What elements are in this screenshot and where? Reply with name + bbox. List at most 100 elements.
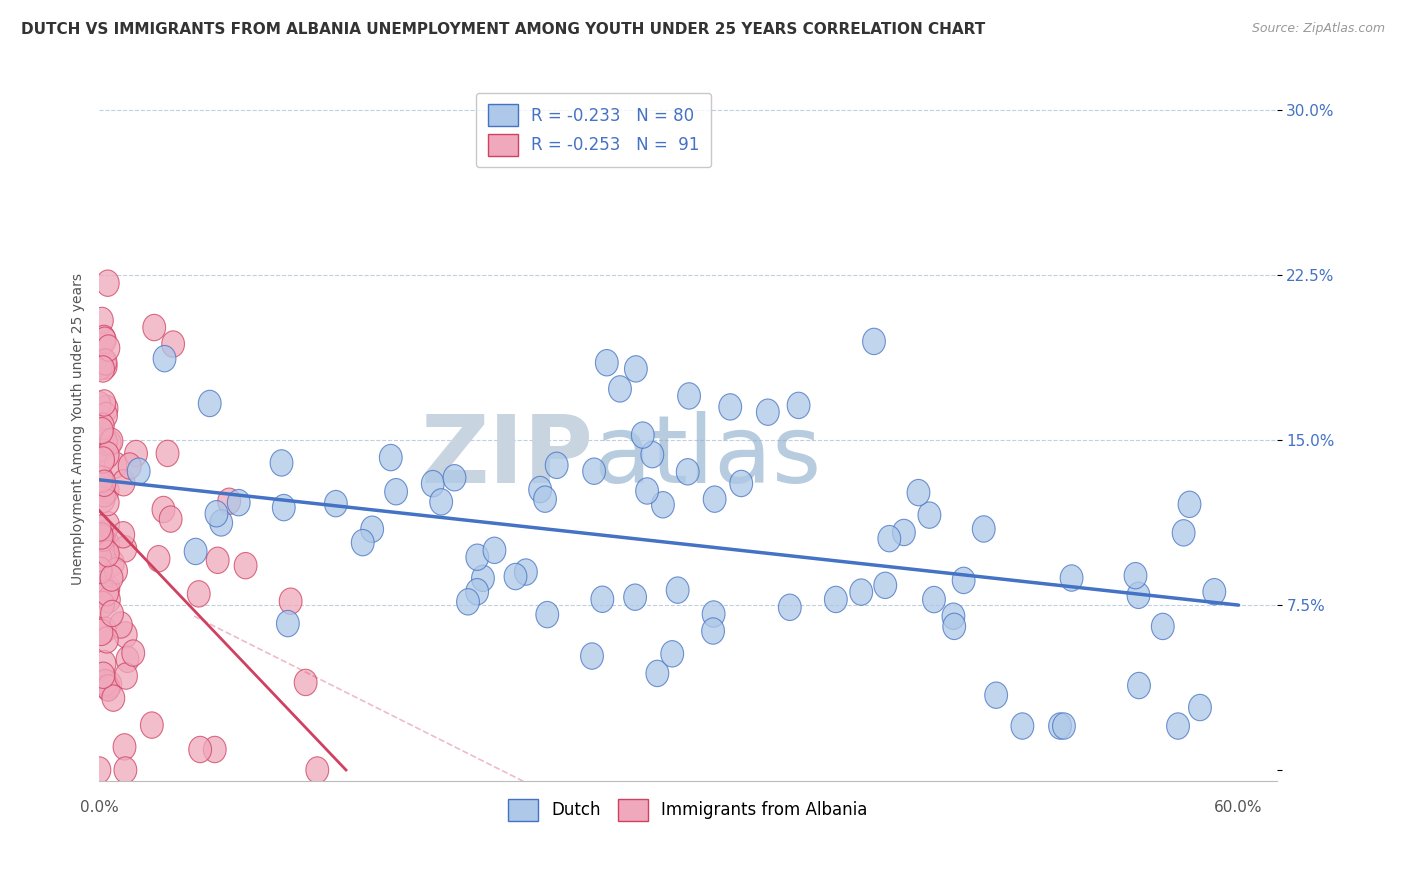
Ellipse shape [98, 430, 121, 456]
Ellipse shape [624, 356, 647, 382]
Ellipse shape [207, 547, 229, 574]
Ellipse shape [96, 627, 118, 653]
Legend: R = -0.233   N = 80, R = -0.253   N =  91: R = -0.233 N = 80, R = -0.253 N = 91 [477, 93, 711, 168]
Ellipse shape [97, 270, 120, 296]
Ellipse shape [893, 519, 915, 546]
Ellipse shape [529, 476, 551, 503]
Ellipse shape [96, 580, 118, 606]
Ellipse shape [114, 622, 138, 648]
Ellipse shape [1188, 694, 1212, 721]
Ellipse shape [91, 591, 114, 617]
Ellipse shape [641, 442, 664, 467]
Text: DUTCH VS IMMIGRANTS FROM ALBANIA UNEMPLOYMENT AMONG YOUTH UNDER 25 YEARS CORRELA: DUTCH VS IMMIGRANTS FROM ALBANIA UNEMPLO… [21, 22, 986, 37]
Ellipse shape [651, 491, 675, 518]
Ellipse shape [112, 734, 136, 760]
Ellipse shape [198, 391, 221, 417]
Ellipse shape [307, 756, 329, 783]
Ellipse shape [141, 712, 163, 739]
Ellipse shape [93, 520, 115, 547]
Ellipse shape [443, 465, 465, 491]
Ellipse shape [595, 350, 619, 376]
Text: 60.0%: 60.0% [1215, 799, 1263, 814]
Ellipse shape [645, 660, 669, 687]
Ellipse shape [582, 458, 606, 484]
Ellipse shape [91, 472, 115, 499]
Text: atlas: atlas [593, 411, 823, 503]
Ellipse shape [505, 564, 527, 590]
Ellipse shape [824, 586, 848, 613]
Ellipse shape [97, 674, 120, 701]
Ellipse shape [128, 458, 150, 484]
Ellipse shape [952, 567, 974, 593]
Ellipse shape [184, 538, 207, 565]
Ellipse shape [457, 589, 479, 615]
Ellipse shape [101, 550, 124, 576]
Ellipse shape [779, 594, 801, 621]
Ellipse shape [98, 671, 122, 698]
Ellipse shape [97, 575, 120, 601]
Ellipse shape [91, 424, 114, 450]
Y-axis label: Unemployment Among Youth under 25 years: Unemployment Among Youth under 25 years [72, 273, 86, 585]
Ellipse shape [93, 349, 115, 376]
Ellipse shape [1204, 579, 1226, 605]
Ellipse shape [93, 470, 115, 497]
Ellipse shape [97, 334, 120, 361]
Ellipse shape [94, 349, 117, 376]
Ellipse shape [143, 314, 166, 341]
Ellipse shape [676, 458, 699, 485]
Ellipse shape [93, 327, 117, 353]
Ellipse shape [380, 444, 402, 471]
Ellipse shape [115, 663, 138, 690]
Ellipse shape [703, 486, 725, 512]
Ellipse shape [187, 581, 209, 607]
Ellipse shape [280, 588, 302, 615]
Ellipse shape [112, 522, 135, 548]
Ellipse shape [631, 422, 654, 449]
Ellipse shape [91, 486, 115, 513]
Ellipse shape [96, 477, 120, 504]
Ellipse shape [96, 490, 120, 516]
Ellipse shape [218, 488, 240, 515]
Ellipse shape [104, 452, 127, 478]
Ellipse shape [91, 525, 115, 551]
Ellipse shape [942, 603, 965, 630]
Ellipse shape [235, 552, 257, 579]
Ellipse shape [156, 441, 179, 467]
Ellipse shape [1060, 565, 1083, 591]
Ellipse shape [90, 619, 112, 646]
Ellipse shape [849, 579, 873, 606]
Ellipse shape [125, 441, 148, 467]
Ellipse shape [922, 586, 945, 613]
Ellipse shape [1178, 491, 1201, 517]
Ellipse shape [661, 640, 683, 667]
Ellipse shape [228, 490, 250, 516]
Ellipse shape [1011, 713, 1033, 739]
Ellipse shape [90, 570, 112, 597]
Ellipse shape [352, 530, 374, 556]
Ellipse shape [100, 565, 122, 591]
Ellipse shape [1173, 520, 1195, 546]
Ellipse shape [93, 616, 117, 643]
Ellipse shape [89, 756, 111, 783]
Ellipse shape [97, 531, 120, 557]
Ellipse shape [581, 643, 603, 669]
Ellipse shape [90, 531, 112, 558]
Ellipse shape [96, 442, 120, 468]
Ellipse shape [534, 486, 557, 512]
Ellipse shape [90, 417, 114, 444]
Ellipse shape [973, 516, 995, 542]
Ellipse shape [91, 447, 114, 473]
Ellipse shape [591, 586, 614, 613]
Ellipse shape [787, 392, 810, 418]
Ellipse shape [91, 662, 115, 689]
Ellipse shape [636, 478, 658, 504]
Ellipse shape [94, 670, 117, 696]
Ellipse shape [877, 525, 901, 552]
Ellipse shape [93, 390, 115, 417]
Ellipse shape [907, 479, 929, 506]
Ellipse shape [863, 328, 886, 355]
Text: ZIP: ZIP [420, 411, 593, 503]
Ellipse shape [702, 601, 725, 627]
Ellipse shape [294, 669, 316, 696]
Text: Source: ZipAtlas.com: Source: ZipAtlas.com [1251, 22, 1385, 36]
